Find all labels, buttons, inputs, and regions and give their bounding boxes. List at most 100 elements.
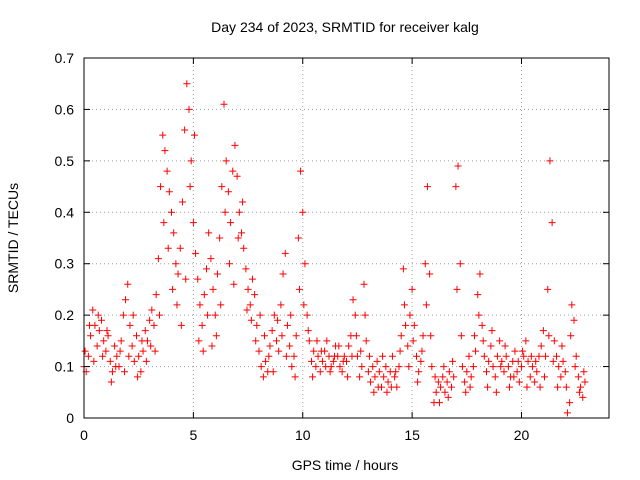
data-point — [178, 198, 186, 206]
data-point — [467, 373, 475, 381]
data-point — [304, 327, 312, 335]
data-point — [399, 265, 407, 273]
data-point — [498, 357, 506, 365]
data-point — [128, 342, 136, 350]
data-point — [309, 373, 317, 381]
data-point — [119, 311, 127, 319]
data-point — [405, 363, 413, 371]
data-point — [138, 337, 146, 345]
data-point — [134, 373, 142, 381]
data-point — [513, 368, 521, 376]
data-point — [198, 321, 206, 329]
data-point — [397, 332, 405, 340]
data-point — [200, 291, 208, 299]
data-point — [142, 357, 150, 365]
data-point — [579, 393, 587, 401]
data-point — [220, 100, 228, 108]
data-point — [453, 285, 461, 293]
data-point — [559, 357, 567, 365]
data-point — [177, 321, 185, 329]
data-point — [523, 383, 531, 391]
data-point — [330, 352, 338, 360]
data-point — [108, 368, 116, 376]
data-point — [146, 316, 154, 324]
data-point — [457, 332, 465, 340]
data-point — [373, 357, 381, 365]
data-point — [326, 368, 334, 376]
data-point — [379, 352, 387, 360]
data-point — [129, 311, 137, 319]
data-point — [204, 311, 212, 319]
x-tick-label: 0 — [80, 427, 88, 443]
data-point — [437, 383, 445, 391]
grid — [84, 58, 609, 418]
data-point — [364, 368, 372, 376]
data-point — [207, 255, 215, 263]
data-point — [522, 337, 530, 345]
data-point — [542, 352, 550, 360]
data-point — [400, 301, 408, 309]
data-point — [421, 260, 429, 268]
data-point — [345, 342, 353, 350]
data-point — [527, 352, 535, 360]
data-point — [536, 383, 544, 391]
data-point — [339, 357, 347, 365]
data-point — [278, 332, 286, 340]
data-point — [163, 167, 171, 175]
data-point — [308, 357, 315, 365]
data-point — [357, 347, 365, 355]
data-point — [112, 363, 120, 371]
data-point — [375, 368, 383, 376]
data-point — [555, 363, 563, 371]
data-point — [116, 347, 124, 355]
data-point — [383, 388, 391, 396]
data-point — [479, 337, 487, 345]
data-point — [458, 363, 466, 371]
data-point — [139, 347, 147, 355]
data-point — [253, 321, 261, 329]
data-point — [224, 188, 232, 196]
data-point — [103, 327, 111, 335]
data-point — [154, 255, 162, 263]
data-point — [151, 347, 159, 355]
data-point — [362, 337, 370, 345]
data-point — [382, 363, 390, 371]
data-point — [148, 306, 156, 314]
data-point — [557, 373, 565, 381]
data-point — [441, 388, 449, 396]
data-point — [528, 363, 536, 371]
data-point — [85, 321, 93, 329]
data-point — [545, 332, 553, 340]
data-point — [431, 373, 439, 381]
data-point — [260, 332, 268, 340]
data-point — [199, 347, 207, 355]
data-point — [81, 347, 89, 355]
data-point — [489, 363, 497, 371]
data-point — [155, 311, 163, 319]
data-point — [211, 311, 219, 319]
data-point — [299, 208, 307, 216]
data-point — [238, 229, 245, 237]
data-point — [159, 131, 167, 139]
data-point — [575, 388, 583, 396]
data-point — [581, 378, 589, 386]
data-point — [174, 270, 182, 278]
data-point — [317, 347, 325, 355]
data-point — [318, 357, 326, 365]
data-point — [247, 316, 255, 324]
data-point — [434, 378, 442, 386]
data-point — [408, 285, 416, 293]
data-point — [248, 275, 256, 283]
data-point — [152, 291, 160, 299]
data-point — [344, 373, 352, 381]
data-point — [212, 332, 220, 340]
data-point — [122, 296, 130, 304]
data-point — [435, 399, 443, 407]
data-point — [242, 265, 250, 273]
data-point — [117, 337, 125, 345]
data-point — [474, 291, 482, 299]
data-point — [270, 311, 278, 319]
data-point — [361, 311, 369, 319]
data-point — [246, 301, 254, 309]
data-point — [388, 352, 396, 360]
